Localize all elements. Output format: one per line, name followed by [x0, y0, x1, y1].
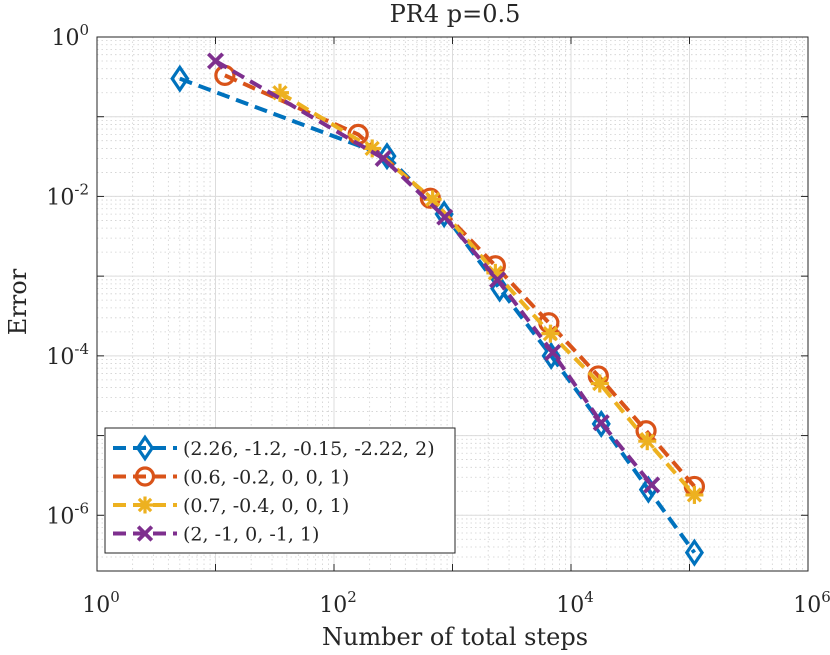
- data-point: [592, 414, 610, 432]
- tick-base: 10: [46, 185, 74, 210]
- cross-stroke: [544, 344, 562, 362]
- tick-base: 10: [46, 345, 74, 370]
- legend-item: (0.6, -0.2, 0, 0, 1): [113, 466, 349, 489]
- asterisk-stroke: [639, 433, 655, 449]
- asterisk-stroke: [425, 191, 441, 207]
- y-tick-label: 10-2: [46, 180, 89, 210]
- cross-stroke: [206, 52, 225, 70]
- legend-label: (2, -1, 0, -1, 1): [183, 524, 319, 546]
- tick-exponent: 2: [347, 588, 357, 606]
- legend: (2.26, -1.2, -0.15, -2.22, 2) (0.6, -0.2,…: [104, 427, 456, 554]
- data-point: [541, 341, 561, 370]
- legend-marker: [136, 525, 154, 542]
- cross-stroke: [643, 476, 661, 494]
- tick-base: 10: [793, 593, 821, 618]
- legend-label: (0.7, -0.4, 0, 0, 1): [183, 495, 349, 517]
- legend-marker: [136, 496, 154, 514]
- cross-stroke: [374, 149, 392, 167]
- asterisk-stroke: [592, 375, 608, 392]
- legend-marker: [134, 466, 156, 487]
- tick-base: 10: [82, 593, 110, 618]
- cross-stroke: [489, 271, 507, 289]
- legend-label: (2.26, -1.2, -0.15, -2.22, 2): [183, 438, 435, 460]
- x-tick-label: 102: [319, 588, 357, 618]
- data-point: [685, 485, 704, 504]
- cross-stroke: [436, 208, 454, 226]
- series-4: [206, 52, 661, 494]
- data-point: [489, 271, 507, 289]
- y-tick-label: 10-6: [46, 499, 89, 529]
- series-line: [179, 76, 697, 554]
- legend-item: (0.7, -0.4, 0, 0, 1): [113, 495, 349, 517]
- tick-exponent: -2: [74, 180, 89, 198]
- x-tick-label: 106: [793, 588, 830, 618]
- tick-exponent: -4: [74, 340, 89, 358]
- tick-marks: [96, 36, 809, 571]
- chart-title: PR4 p=0.5: [390, 0, 521, 28]
- asterisk-stroke: [542, 326, 559, 342]
- data-point: [638, 432, 657, 451]
- cross-stroke: [592, 414, 610, 432]
- legend-item: (2.26, -1.2, -0.15, -2.22, 2): [113, 434, 435, 462]
- x-tick-label: 100: [82, 588, 120, 618]
- asterisk-stroke: [487, 265, 503, 281]
- data-point: [541, 324, 560, 343]
- legend-label: (0.6, -0.2, 0, 0, 1): [183, 467, 349, 489]
- tick-base: 10: [51, 26, 79, 51]
- y-tick-label: 100: [51, 21, 89, 51]
- data-point: [684, 538, 704, 567]
- tick-base: 10: [556, 593, 584, 618]
- tick-base: 10: [319, 593, 347, 618]
- data-point: [436, 208, 454, 226]
- y-tick-label: 10-4: [46, 340, 89, 370]
- x-axis-label: Number of total steps: [322, 623, 588, 651]
- legend-marker: [135, 434, 155, 462]
- series-layer: [170, 52, 706, 567]
- tick-exponent: 0: [110, 588, 120, 606]
- legend-item: (2, -1, 0, -1, 1): [113, 524, 319, 546]
- y-axis-label: Error: [4, 268, 32, 335]
- cross-stroke: [136, 525, 154, 542]
- data-point: [374, 149, 392, 167]
- data-point: [377, 142, 397, 171]
- asterisk-stroke: [686, 487, 703, 503]
- tick-exponent: 4: [584, 588, 594, 606]
- data-point: [544, 344, 562, 362]
- tick-exponent: -6: [74, 499, 89, 517]
- asterisk-stroke: [364, 140, 380, 157]
- tick-base: 10: [46, 504, 74, 529]
- data-point: [643, 476, 661, 494]
- data-point: [170, 64, 190, 93]
- tick-exponent: 0: [79, 21, 89, 39]
- data-point: [590, 374, 609, 393]
- data-point: [206, 52, 225, 70]
- x-tick-label: 104: [556, 588, 594, 618]
- tick-exponent: 6: [821, 588, 830, 606]
- asterisk-stroke: [137, 497, 153, 513]
- x-tick-labels: 100 102 104 106: [82, 588, 830, 618]
